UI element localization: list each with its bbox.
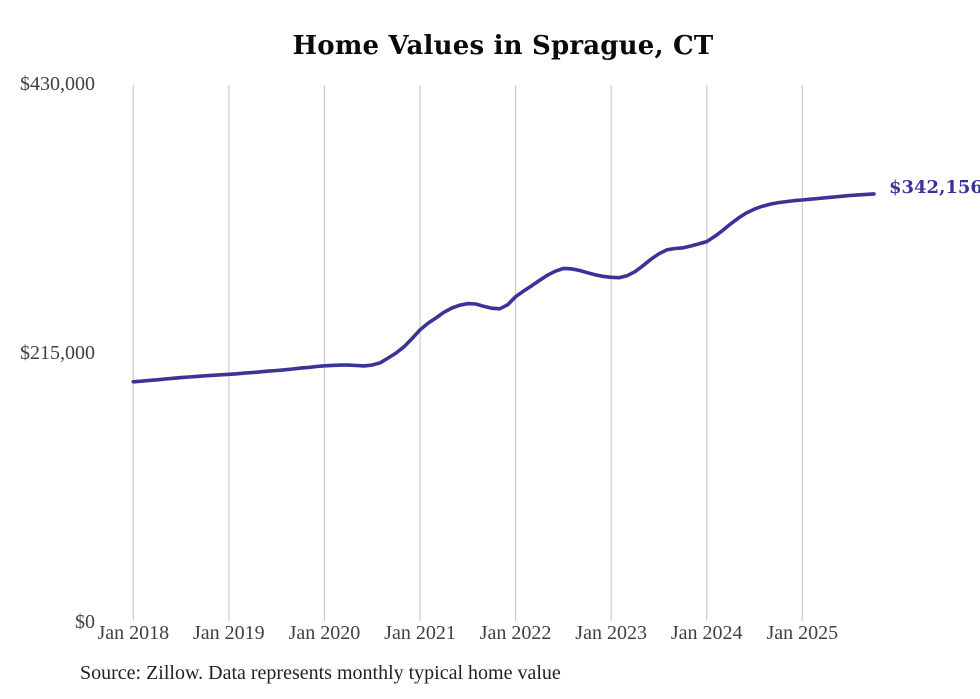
x-tick-label: Jan 2018 (97, 622, 170, 644)
x-tick-label: Jan 2021 (384, 622, 456, 644)
x-tick-label: Jan 2023 (575, 622, 647, 644)
source-note: Source: Zillow. Data represents monthly … (80, 662, 561, 684)
y-tick-label-215000: $215,000 (20, 342, 95, 364)
x-tick-label: Jan 2019 (193, 622, 265, 644)
x-tick-label: Jan 2022 (479, 622, 552, 644)
y-tick-label-0: $0 (75, 611, 95, 633)
x-tick-label: Jan 2024 (670, 622, 743, 644)
x-tick-label: Jan 2025 (766, 622, 839, 644)
y-tick-label-430000: $430,000 (20, 73, 95, 95)
home-value-line (131, 192, 876, 384)
chart-title: Home Values in Sprague, CT (292, 31, 714, 61)
latest-value-label: $342,156 (888, 176, 980, 198)
x-tick-label: Jan 2020 (288, 622, 361, 644)
